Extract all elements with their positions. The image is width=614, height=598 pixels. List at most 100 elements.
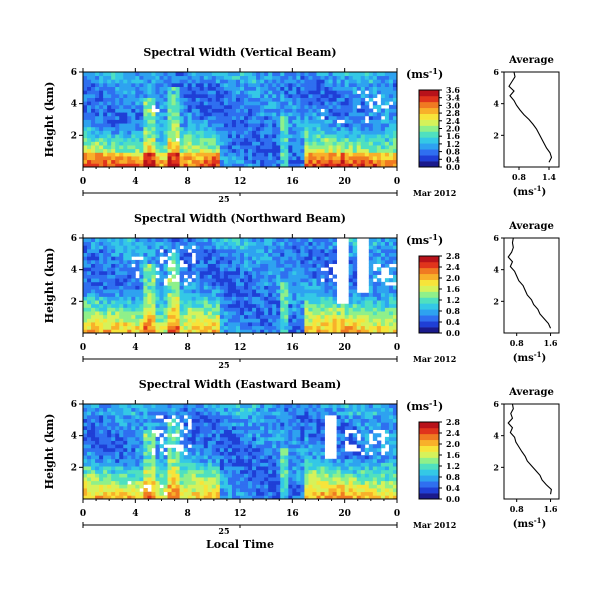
heatmap-cell [320, 248, 325, 254]
heatmap-cell [252, 108, 257, 113]
heatmap-cell [320, 90, 325, 95]
heatmap-cell [155, 238, 160, 243]
heatmap-cell [215, 495, 221, 500]
heatmap-cell [103, 436, 108, 441]
heatmap-cell [131, 466, 136, 471]
heatmap-cell [308, 130, 313, 135]
heatmap-cell [139, 159, 144, 164]
heatmap-cell [175, 451, 181, 456]
heatmap-cell [207, 285, 213, 290]
heatmap-cell [107, 163, 112, 168]
heatmap-cell [244, 82, 249, 88]
heatmap-cell [123, 429, 128, 434]
heatmap-cell [235, 238, 241, 243]
heatmap-cell [320, 307, 325, 312]
heatmap-cell [95, 112, 100, 117]
heatmap-cell [191, 451, 197, 456]
heatmap-cell [280, 137, 285, 142]
heatmap-cell [167, 101, 172, 106]
heatmap-cell [163, 411, 168, 416]
heatmap-cell [240, 281, 245, 286]
heatmap-cell [163, 462, 168, 467]
heatmap-cell [215, 451, 221, 456]
heatmap-cell [127, 145, 132, 150]
heatmap-cell [231, 267, 237, 272]
heatmap-cell [256, 307, 261, 312]
heatmap-cell [264, 300, 269, 305]
heatmap-cell [91, 418, 96, 423]
heatmap-cell [195, 163, 201, 168]
heatmap-cell [296, 245, 301, 250]
heatmap-cell [95, 75, 100, 80]
heatmap-cell [95, 241, 100, 246]
heatmap-cell [163, 440, 168, 445]
heatmap-cell [300, 322, 305, 327]
heatmap-cell [296, 108, 301, 113]
heatmap-cell [392, 79, 398, 84]
heatmap-cell [280, 156, 285, 161]
heatmap-cell [292, 93, 297, 98]
heatmap-cell [131, 137, 136, 142]
heatmap-cell [360, 112, 366, 117]
panel-title: Spectral Width (Vertical Beam) [143, 46, 336, 59]
heatmap-cell [211, 455, 217, 460]
heatmap-cell [356, 137, 362, 142]
heatmap-cell [151, 296, 156, 301]
heatmap-cell [312, 90, 317, 95]
heatmap-cell [223, 473, 229, 478]
heatmap-cell [143, 259, 148, 264]
heatmap-cell [175, 329, 181, 334]
heatmap-cell [308, 285, 313, 290]
heatmap-cell [207, 97, 213, 102]
heatmap-cell [151, 407, 156, 412]
heatmap-cell [215, 134, 221, 139]
heatmap-cell [199, 137, 205, 142]
heatmap-cell [187, 325, 193, 330]
heatmap-cell [380, 134, 386, 139]
heatmap-cell [131, 156, 136, 161]
heatmap-cell [119, 296, 124, 301]
heatmap-cell [276, 137, 281, 142]
heatmap-cell [244, 329, 249, 334]
heatmap-cell [284, 130, 289, 135]
heatmap-cell [183, 444, 189, 449]
heatmap-cell [127, 267, 132, 272]
heatmap-cell [119, 93, 124, 98]
heatmap-cell [320, 241, 325, 246]
heatmap-cell [211, 104, 217, 109]
heatmap-cell [187, 414, 193, 420]
heatmap-cell [328, 159, 333, 164]
heatmap-cell [115, 296, 120, 301]
heatmap-cell [368, 296, 374, 301]
heatmap-cell [107, 145, 112, 150]
heatmap-cell [87, 444, 92, 449]
heatmap-cell [187, 404, 193, 409]
heatmap-cell [388, 75, 394, 80]
heatmap-cell [103, 322, 108, 327]
heatmap-cell [107, 126, 112, 131]
heatmap-cell [300, 145, 305, 150]
heatmap-cell [115, 126, 120, 131]
heatmap-cell [207, 159, 213, 164]
heatmap-cell [215, 152, 221, 157]
heatmap-cell [252, 82, 257, 88]
heatmap-cell [119, 123, 124, 128]
heatmap-cell [324, 130, 329, 135]
heatmap-cell [388, 152, 394, 157]
heatmap-cell [380, 126, 386, 131]
heatmap-cell [352, 311, 358, 316]
heatmap-cell [143, 97, 148, 102]
heatmap-cell [332, 259, 338, 264]
heatmap-cell [376, 292, 382, 297]
heatmap-cell [115, 477, 120, 482]
heatmap-cell [252, 148, 257, 153]
heatmap-cell [143, 75, 148, 80]
heatmap-cell [139, 314, 144, 319]
heatmap-cell [284, 104, 289, 109]
heatmap-cell [167, 436, 172, 441]
heatmap-cell [248, 156, 253, 161]
heatmap-cell [384, 245, 390, 250]
heatmap-cell [332, 281, 338, 286]
heatmap-cell [203, 477, 209, 482]
heatmap-cell [356, 318, 362, 323]
